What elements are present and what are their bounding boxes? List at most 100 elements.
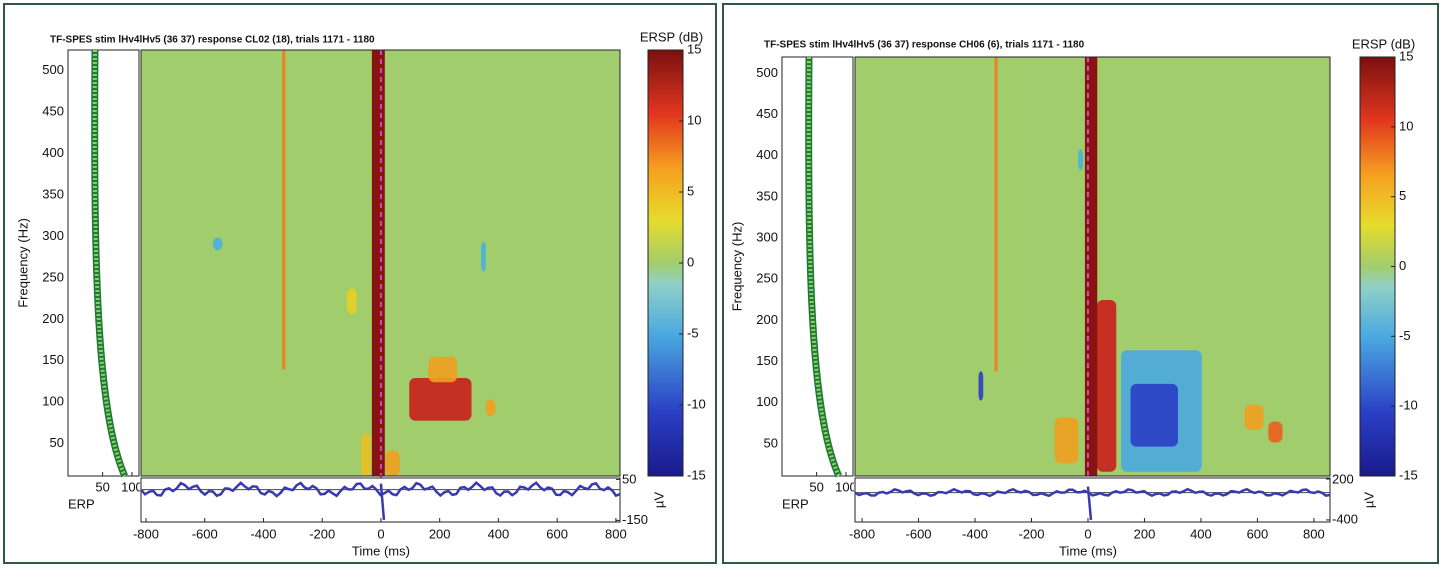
erp-spike (379, 483, 386, 521)
erp-label: ERP (782, 496, 809, 511)
heatmap-blob (481, 241, 486, 272)
x-tick-label: 0 (377, 526, 384, 541)
y-tick-label: 500 (42, 62, 64, 77)
y-tick-label: 300 (756, 230, 778, 245)
x-tick-label: 800 (605, 526, 627, 541)
x-tick-label: -200 (1018, 526, 1044, 541)
y-tick-label: 50 (764, 435, 778, 450)
erp-x-tick-label: 50 (809, 479, 823, 494)
colorbar-tick-label: 10 (1399, 118, 1413, 133)
plot-frame (140, 49, 621, 477)
colorbar (647, 49, 684, 477)
erp-trace (140, 481, 621, 498)
x-tick-label: -600 (906, 526, 932, 541)
y-tick-label: 250 (756, 271, 778, 286)
erp-y-tick-label: 50 (622, 471, 636, 486)
erp-side-trace (806, 56, 841, 477)
heatmap-blob (361, 433, 371, 476)
heatmap-blob (346, 288, 357, 315)
y-tick-label: 400 (756, 147, 778, 162)
erp-y-tick-label: -150 (622, 512, 648, 527)
y-axis-label: Frequency (Hz) (729, 222, 744, 312)
erp-frame (854, 477, 1331, 523)
colorbar-tick-label: 5 (687, 183, 694, 198)
colorbar-tick-label: 15 (687, 41, 701, 56)
colorbar-tick-label: 5 (1399, 188, 1406, 203)
heatmap-streak (994, 57, 998, 372)
heatmap-column (371, 50, 385, 476)
y-tick-label: 150 (42, 352, 64, 367)
x-tick-label: -800 (849, 526, 875, 541)
erp-y-tick-label: -400 (1332, 511, 1358, 526)
y-tick-label: 50 (50, 435, 64, 450)
y-tick-label: 250 (42, 269, 64, 284)
heatmap-blob (1244, 404, 1264, 430)
colorbar-tick-label: -5 (687, 325, 699, 340)
heatmap-blob (1268, 421, 1283, 443)
y-tick-label: 300 (42, 228, 64, 243)
colorbar-label: ERSP (dB) (640, 29, 703, 44)
y-tick-label: 100 (42, 394, 64, 409)
heatmap-column (1084, 57, 1098, 476)
heatmap-blob (428, 356, 458, 383)
colorbar (1359, 56, 1396, 477)
y-tick-label: 150 (756, 353, 778, 368)
x-tick-label: 600 (1247, 526, 1269, 541)
chart-title: TF-SPES stim lHv4lHv5 (36 37) response C… (764, 40, 1085, 51)
y-tick-label: 400 (42, 145, 64, 160)
plot-frame (854, 56, 1331, 477)
x-axis-label: Time (ms) (1059, 543, 1117, 558)
x-tick-label: 200 (429, 526, 451, 541)
x-tick-label: 0 (1084, 526, 1091, 541)
erp-x-tick-label: 100 (835, 479, 857, 494)
erp-spike (1086, 486, 1093, 521)
heatmap-blob (409, 378, 472, 421)
y-tick-label: 200 (756, 312, 778, 327)
erp-side-frame (67, 49, 140, 477)
heatmap-blob (485, 399, 496, 417)
y-axis-label: Frequency (Hz) (15, 218, 30, 308)
chart-title: TF-SPES stim lHv4lHv5 (36 37) response C… (50, 35, 375, 46)
x-tick-label: 200 (1134, 526, 1156, 541)
colorbar-tick-label: -10 (687, 396, 706, 411)
y-tick-label: 100 (756, 394, 778, 409)
erp-y-tick-label: 200 (1332, 471, 1354, 486)
x-tick-label: -800 (133, 526, 159, 541)
x-axis-label: Time (ms) (352, 543, 410, 558)
colorbar-tick-label: -15 (1399, 467, 1418, 482)
heatmap-blob (1054, 417, 1079, 464)
y-tick-label: 350 (42, 186, 64, 201)
colorbar-tick-label: 0 (1399, 258, 1406, 273)
erp-side-trace (92, 49, 127, 477)
x-tick-label: -200 (309, 526, 335, 541)
colorbar-tick-label: 10 (687, 112, 701, 127)
erp-side-frame (781, 56, 854, 477)
heatmap-blob (1130, 383, 1178, 447)
erp-unit: µV (1361, 492, 1376, 508)
x-tick-label: 600 (546, 526, 568, 541)
erp-unit: µV (651, 492, 666, 508)
colorbar-tick-label: 15 (1399, 48, 1413, 63)
erp-trace (854, 487, 1331, 498)
x-tick-label: 800 (1303, 526, 1325, 541)
heatmap-blob (1078, 149, 1083, 171)
heatmap-blob (1096, 300, 1117, 472)
heatmap-streak (282, 50, 286, 370)
x-tick-label: -400 (962, 526, 988, 541)
y-tick-label: 450 (756, 106, 778, 121)
x-tick-label: -600 (192, 526, 218, 541)
x-tick-label: 400 (1190, 526, 1212, 541)
x-tick-label: -400 (250, 526, 276, 541)
colorbar-tick-label: -10 (1399, 398, 1418, 413)
panel-border (722, 3, 1439, 564)
y-tick-label: 500 (756, 65, 778, 80)
colorbar-tick-label: 0 (687, 254, 694, 269)
erp-x-tick-label: 100 (121, 479, 143, 494)
colorbar-label: ERSP (dB) (1352, 36, 1415, 51)
y-tick-label: 350 (756, 188, 778, 203)
erp-label: ERP (68, 496, 95, 511)
erp-x-tick-label: 50 (95, 479, 109, 494)
panel-border (3, 3, 717, 564)
colorbar-tick-label: -5 (1399, 328, 1411, 343)
